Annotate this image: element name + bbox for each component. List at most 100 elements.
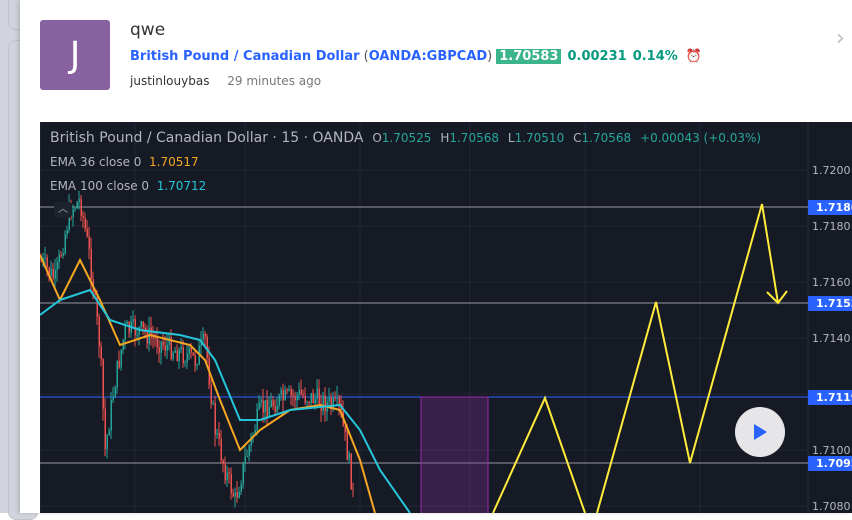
candle-body: [168, 337, 170, 345]
candle-body: [142, 321, 144, 328]
ema100-legend[interactable]: EMA 100 close 0 1.70712: [50, 179, 207, 193]
candle-body: [292, 395, 294, 397]
candle-body: [344, 425, 346, 432]
candle-body: [46, 257, 48, 268]
candle-body: [54, 270, 56, 279]
chart-legend: British Pound / Canadian Dollar · 15 · O…: [50, 130, 762, 146]
candle-body: [152, 337, 154, 339]
axis-tick: 1.7140: [812, 332, 851, 345]
candle-body: [118, 360, 120, 368]
candle-body: [294, 395, 296, 401]
candle-body: [244, 456, 246, 463]
symbol-code-link[interactable]: OANDA:GBPCAD: [368, 49, 488, 64]
candle-body: [324, 395, 326, 412]
candle-body: [348, 453, 350, 461]
candle-body: [268, 407, 270, 418]
candle-body: [318, 388, 320, 405]
candle-body: [264, 400, 266, 413]
candle-body: [64, 234, 66, 254]
candle-body: [126, 322, 128, 325]
highlight-rectangle: [420, 396, 489, 513]
collapse-legend-button[interactable]: ︿: [54, 202, 72, 218]
projection-path: [596, 203, 779, 513]
axis-tick: 1.7200: [812, 164, 851, 177]
candle-body: [336, 397, 338, 399]
candle-body: [110, 400, 112, 431]
candle-body: [302, 394, 304, 396]
candle-body: [290, 389, 292, 396]
candle-body: [298, 389, 300, 395]
chart-area[interactable]: British Pound / Canadian Dollar · 15 · O…: [40, 122, 852, 513]
symbol-name-link[interactable]: British Pound / Canadian Dollar: [130, 49, 360, 64]
arrow-head: [766, 290, 788, 305]
candle-body: [282, 389, 284, 400]
candle-body: [44, 257, 46, 259]
candle-body: [218, 433, 220, 439]
left-sidebar-strip: [0, 0, 38, 520]
ema36-line: [40, 254, 376, 513]
alarm-clock-add-icon[interactable]: ⏰: [685, 49, 702, 64]
candle-body: [274, 406, 276, 413]
chevron-right-icon[interactable]: ›: [836, 26, 845, 51]
candle-body: [242, 462, 244, 485]
chart-symbol: British Pound / Canadian Dollar: [50, 130, 268, 146]
candle-body: [98, 316, 100, 347]
candle-body: [190, 347, 192, 353]
idea-title[interactable]: qwe: [130, 20, 166, 40]
candle-body: [248, 445, 250, 456]
post-time: 29 minutes ago: [227, 74, 322, 88]
candle-body: [332, 397, 334, 408]
candle-body: [78, 199, 80, 202]
candle-body: [220, 438, 222, 461]
candle-body: [166, 344, 168, 351]
candle-body: [194, 355, 196, 366]
candle-body: [224, 463, 226, 481]
ohlc-open: 1.70525: [381, 131, 432, 145]
candle-body: [266, 400, 268, 418]
ohlc-change: +0.00043 (+0.03%): [640, 131, 762, 145]
candle-body: [300, 389, 302, 395]
candle-body: [338, 397, 340, 404]
ohlc-low: 1.70510: [514, 131, 565, 145]
candle-body: [280, 389, 282, 395]
candle-body: [260, 400, 262, 403]
candle-body: [288, 389, 290, 391]
candle-body: [82, 216, 84, 218]
candle-body: [214, 402, 216, 435]
candle-body: [146, 332, 148, 344]
candle-body: [232, 493, 234, 497]
candle-body: [112, 397, 114, 401]
ohlc-close: 1.70568: [581, 131, 632, 145]
candle-body: [310, 392, 312, 403]
candle-body: [346, 431, 348, 461]
candle-body: [114, 387, 116, 398]
candle-body: [226, 472, 228, 481]
candle-body: [296, 394, 298, 401]
candle-body: [48, 267, 50, 276]
candle-body: [314, 398, 316, 404]
candle-body: [164, 345, 166, 351]
avatar[interactable]: J: [40, 20, 110, 90]
author-link[interactable]: justinlouybas: [130, 74, 210, 88]
candle-body: [156, 338, 158, 348]
candle-body: [40, 260, 42, 262]
price-tag: 1.7119: [808, 390, 852, 405]
candle-body: [50, 268, 52, 276]
ohlc-high: 1.70568: [449, 131, 499, 145]
candle-body: [176, 350, 178, 362]
price-tag: 1.7186: [808, 200, 852, 215]
axis-tick: 1.7180: [812, 220, 851, 233]
play-button[interactable]: [735, 407, 785, 457]
candle-body: [154, 337, 156, 339]
candle-body: [328, 397, 330, 402]
candle-body: [250, 435, 252, 446]
candle-body: [304, 395, 306, 403]
candle-body: [88, 236, 90, 249]
ema36-legend[interactable]: EMA 36 close 0 1.70517: [50, 155, 199, 169]
candle-body: [58, 254, 60, 263]
candle-body: [42, 258, 44, 262]
candle-body: [104, 408, 106, 450]
axis-tick: 1.7100: [812, 444, 851, 457]
price-tag: 1.7152: [808, 296, 852, 311]
candle-body: [150, 327, 152, 338]
